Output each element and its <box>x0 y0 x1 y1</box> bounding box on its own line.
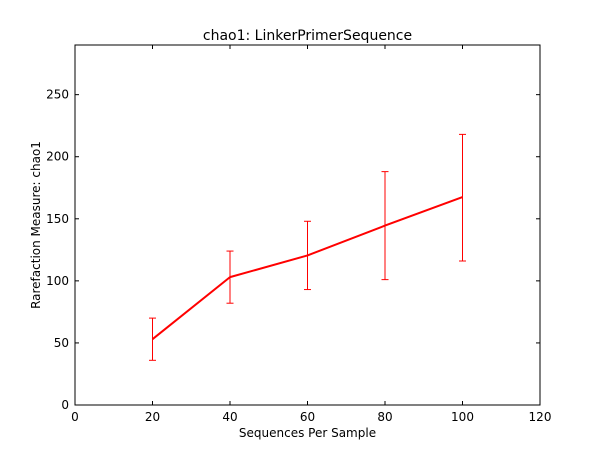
x-tick-label: 60 <box>300 410 315 424</box>
x-tick-label: 100 <box>451 410 474 424</box>
chart-title: chao1: LinkerPrimerSequence <box>203 28 412 44</box>
x-axis-label: Sequences Per Sample <box>239 426 376 440</box>
y-axis: 0 50 100 150 200 250 <box>46 88 540 412</box>
x-tick-label: 120 <box>529 410 552 424</box>
y-tick-label: 100 <box>46 274 69 288</box>
x-tick-label: 80 <box>377 410 392 424</box>
y-tick-label: 150 <box>46 212 69 226</box>
y-tick-label: 0 <box>61 398 69 412</box>
series-layer <box>149 133 466 361</box>
x-tick-label: 20 <box>145 410 160 424</box>
x-axis: 0 20 40 60 80 100 120 <box>71 45 551 424</box>
x-tick-label: 0 <box>71 410 79 424</box>
y-tick-label: 250 <box>46 88 69 102</box>
x-tick-label: 40 <box>222 410 237 424</box>
y-tick-label: 200 <box>46 150 69 164</box>
y-tick-label: 50 <box>54 336 69 350</box>
y-axis-label: Rarefaction Measure: chao1 <box>29 141 43 309</box>
